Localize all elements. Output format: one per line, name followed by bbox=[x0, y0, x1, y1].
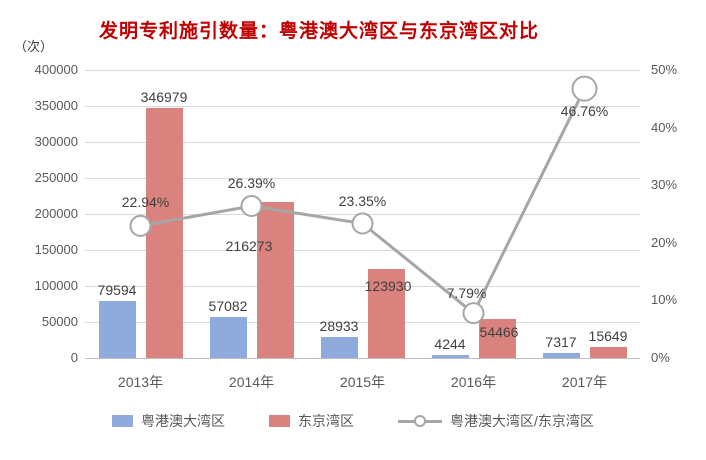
ratio-marker-2017年 bbox=[571, 75, 598, 102]
left-axis-tick-label: 0 bbox=[70, 350, 78, 365]
legend-item-ratio: 粤港澳大湾区/东京湾区 bbox=[398, 411, 594, 431]
bar-tokyo-2014年 bbox=[256, 202, 294, 358]
left-axis-unit-label: （次） bbox=[14, 39, 54, 54]
left-axis-tick-label: 350000 bbox=[34, 98, 78, 113]
gba-value-label: 7317 bbox=[545, 333, 577, 350]
ratio-pct-label: 26.39% bbox=[227, 174, 276, 191]
x-axis-label: 2014年 bbox=[228, 374, 275, 390]
tokyo-value-label: 15649 bbox=[588, 327, 628, 344]
tokyo-value-label: 54466 bbox=[479, 323, 519, 340]
bar-tokyo-2013年 bbox=[145, 108, 183, 358]
legend-label-tokyo: 东京湾区 bbox=[298, 413, 355, 429]
x-axis-label: 2013年 bbox=[117, 374, 164, 390]
x-axis-line bbox=[85, 358, 640, 359]
gba-value-label: 28933 bbox=[319, 318, 359, 335]
legend-line-circle bbox=[414, 415, 427, 427]
legend-item-gba: 粤港澳大湾区 bbox=[112, 411, 225, 431]
left-axis-tick-label: 400000 bbox=[34, 62, 78, 77]
left-axis-tick-label: 100000 bbox=[34, 278, 78, 293]
right-axis-tick-label: 10% bbox=[651, 292, 678, 308]
chart-title: 发明专利施引数量：粤港澳大湾区与东京湾区对比 bbox=[99, 21, 540, 42]
gridline bbox=[85, 70, 640, 71]
right-axis-tick-label: 30% bbox=[651, 177, 678, 193]
tokyo-value-label: 123930 bbox=[364, 277, 412, 294]
ratio-pct-label: 7.79% bbox=[446, 285, 487, 302]
gba-value-label: 4244 bbox=[434, 335, 466, 352]
ratio-pct-label: 22.94% bbox=[121, 193, 170, 210]
legend-label-gba: 粤港澳大湾区 bbox=[141, 413, 226, 429]
ratio-pct-label: 46.76% bbox=[560, 102, 609, 119]
legend-swatch-tokyo bbox=[269, 415, 291, 427]
tokyo-value-label: 346979 bbox=[140, 89, 188, 106]
legend-line-marker-icon bbox=[398, 415, 443, 427]
right-axis-tick-label: 20% bbox=[651, 234, 678, 250]
bar-tokyo-2017年 bbox=[589, 346, 627, 358]
right-axis-tick-label: 50% bbox=[651, 62, 678, 77]
legend-label-ratio: 粤港澳大湾区/东京湾区 bbox=[450, 413, 594, 429]
left-axis-tick-label: 200000 bbox=[34, 206, 78, 221]
gridline bbox=[85, 322, 640, 323]
x-axis-label: 2017年 bbox=[561, 374, 608, 390]
bar-gba-2015年 bbox=[320, 337, 358, 358]
left-axis-tick-label: 250000 bbox=[34, 170, 78, 185]
legend-item-tokyo: 东京湾区 bbox=[269, 411, 354, 431]
bar-gba-2016年 bbox=[431, 354, 469, 358]
left-axis-tick-label: 150000 bbox=[34, 242, 78, 257]
x-axis-label: 2015年 bbox=[339, 374, 386, 390]
ratio-pct-label: 23.35% bbox=[338, 192, 387, 209]
right-axis-tick-label: 0% bbox=[651, 350, 670, 365]
ratio-marker-2015年 bbox=[351, 212, 374, 235]
bar-gba-2013年 bbox=[98, 300, 136, 358]
bar-gba-2017年 bbox=[542, 352, 580, 358]
left-axis-tick-label: 300000 bbox=[34, 134, 78, 149]
bar-tokyo-2016年 bbox=[478, 318, 516, 358]
tokyo-value-label: 216273 bbox=[225, 238, 273, 255]
gba-value-label: 79594 bbox=[97, 281, 137, 298]
right-axis-tick-label: 40% bbox=[651, 119, 678, 135]
x-axis-label: 2016年 bbox=[450, 374, 497, 390]
bar-gba-2014年 bbox=[209, 316, 247, 358]
legend-swatch-gba bbox=[112, 415, 134, 427]
legend: 粤港澳大湾区 东京湾区 粤港澳大湾区/东京湾区 bbox=[0, 411, 706, 431]
left-axis-tick-label: 50000 bbox=[41, 314, 78, 329]
